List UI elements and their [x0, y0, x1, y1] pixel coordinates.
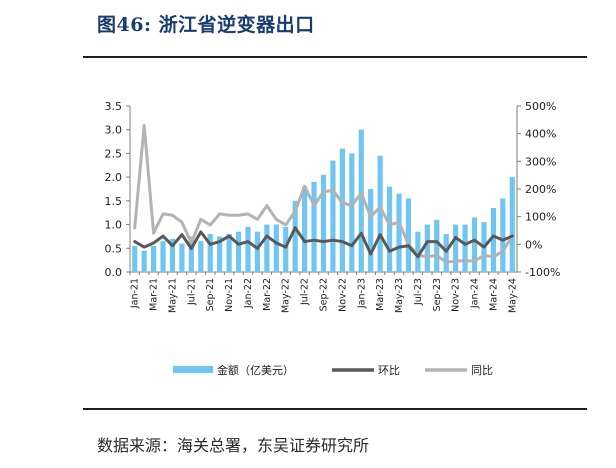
- bar-amount: [415, 231, 421, 272]
- x-tick-label: Mar-23: [375, 278, 386, 311]
- left-axis-tick-label: 1.0: [105, 219, 123, 232]
- left-axis-tick-label: 1.5: [105, 195, 123, 208]
- top-rule: [83, 56, 587, 58]
- left-axis-tick-label: 0.0: [105, 266, 123, 279]
- x-tick-label: Nov-21: [224, 278, 235, 312]
- left-axis-tick-label: 0.5: [105, 242, 123, 255]
- bar-amount: [349, 153, 355, 272]
- bar-amount: [264, 224, 270, 272]
- series-line-mom: [133, 226, 514, 259]
- right-axis-tick-label: 0%: [525, 238, 542, 251]
- x-tick-label: Jan-22: [243, 278, 254, 309]
- bar-amount: [169, 238, 176, 272]
- bar-amount: [434, 219, 440, 272]
- x-tick-label: Sep-22: [319, 278, 330, 311]
- right-axis-tick-label: 300%: [525, 155, 556, 168]
- bar-amount: [302, 186, 308, 272]
- series-line-yoy: [133, 123, 514, 264]
- legend-label-yoy: 同比: [471, 364, 493, 377]
- bar-amount: [490, 207, 496, 272]
- x-tick-label: May-23: [394, 278, 405, 313]
- x-tick-label: May-24: [507, 278, 518, 313]
- x-tick-label: Sep-23: [432, 278, 443, 311]
- bar-amount: [292, 200, 298, 272]
- right-axis-tick-label: -100%: [525, 266, 560, 279]
- x-tick-label: Sep-21: [205, 278, 216, 311]
- bar-amount: [132, 245, 138, 272]
- right-axis-tick-label: 200%: [525, 183, 556, 196]
- x-tick-label: Jan-24: [470, 278, 481, 309]
- x-tick-label: Jul-21: [186, 278, 197, 306]
- x-tick-label: May-21: [167, 278, 178, 313]
- bar-amount: [320, 174, 327, 272]
- bar-amount: [339, 148, 345, 272]
- x-tick-label: Nov-23: [451, 278, 462, 312]
- bar-amount: [386, 186, 393, 272]
- x-tick-label: Nov-22: [337, 278, 348, 312]
- bar-amount: [160, 241, 166, 272]
- x-tick-label: Jan-21: [130, 278, 141, 309]
- bar-amount: [358, 129, 364, 272]
- bar-amount: [377, 155, 383, 272]
- bar-amount: [471, 217, 478, 272]
- bar-amount: [424, 224, 430, 272]
- right-axis-tick-label: 400%: [525, 128, 556, 141]
- bar-amount: [396, 193, 402, 272]
- legend-swatch-amount: [173, 366, 213, 373]
- x-tick-label: Mar-21: [149, 278, 160, 311]
- bar-amount: [405, 198, 412, 272]
- bar-amount: [443, 234, 449, 272]
- x-tick-label: May-22: [281, 278, 292, 313]
- bar-amount: [330, 160, 336, 272]
- x-tick-label: Mar-22: [262, 278, 273, 311]
- right-axis-tick-label: 100%: [525, 211, 556, 224]
- bar-amount: [462, 224, 468, 272]
- bar-amount: [141, 250, 147, 272]
- bar-amount: [226, 234, 232, 272]
- x-tick-label: Jan-23: [356, 278, 367, 309]
- bottom-rule: [83, 408, 587, 410]
- bar-amount: [311, 181, 317, 272]
- bar-amount: [179, 243, 185, 272]
- left-axis-tick-label: 3.0: [105, 124, 123, 137]
- left-axis-tick-label: 2.0: [105, 171, 123, 184]
- x-tick-label: Jul-23: [413, 278, 424, 306]
- bar-amount: [283, 226, 289, 272]
- bar-amount: [151, 245, 157, 272]
- left-axis-tick-label: 3.5: [105, 100, 123, 113]
- bar-amount: [245, 226, 251, 272]
- bar-amount: [235, 231, 242, 272]
- source-note: 数据来源：海关总署，东吴证券研究所: [97, 436, 370, 455]
- bar-amount: [254, 231, 261, 272]
- legend-label-mom: 环比: [378, 364, 400, 377]
- bar-amount: [509, 177, 515, 272]
- bar-amount: [273, 224, 279, 272]
- x-tick-label: Jul-22: [300, 278, 311, 306]
- bar-amount: [500, 198, 506, 272]
- bar-amount: [368, 189, 374, 272]
- left-axis-tick-label: 2.5: [105, 147, 123, 160]
- right-axis-tick-label: 500%: [525, 100, 556, 113]
- bar-amount: [453, 224, 459, 272]
- bar-amount: [188, 236, 194, 272]
- bar-amount: [217, 236, 223, 272]
- bar-amount: [198, 241, 204, 272]
- bar-amount: [207, 234, 213, 272]
- legend-label-amount: 金额（亿美元）: [217, 363, 294, 377]
- figure-title: 图46: 浙江省逆变器出口: [97, 14, 315, 36]
- x-tick-label: Mar-24: [488, 278, 499, 311]
